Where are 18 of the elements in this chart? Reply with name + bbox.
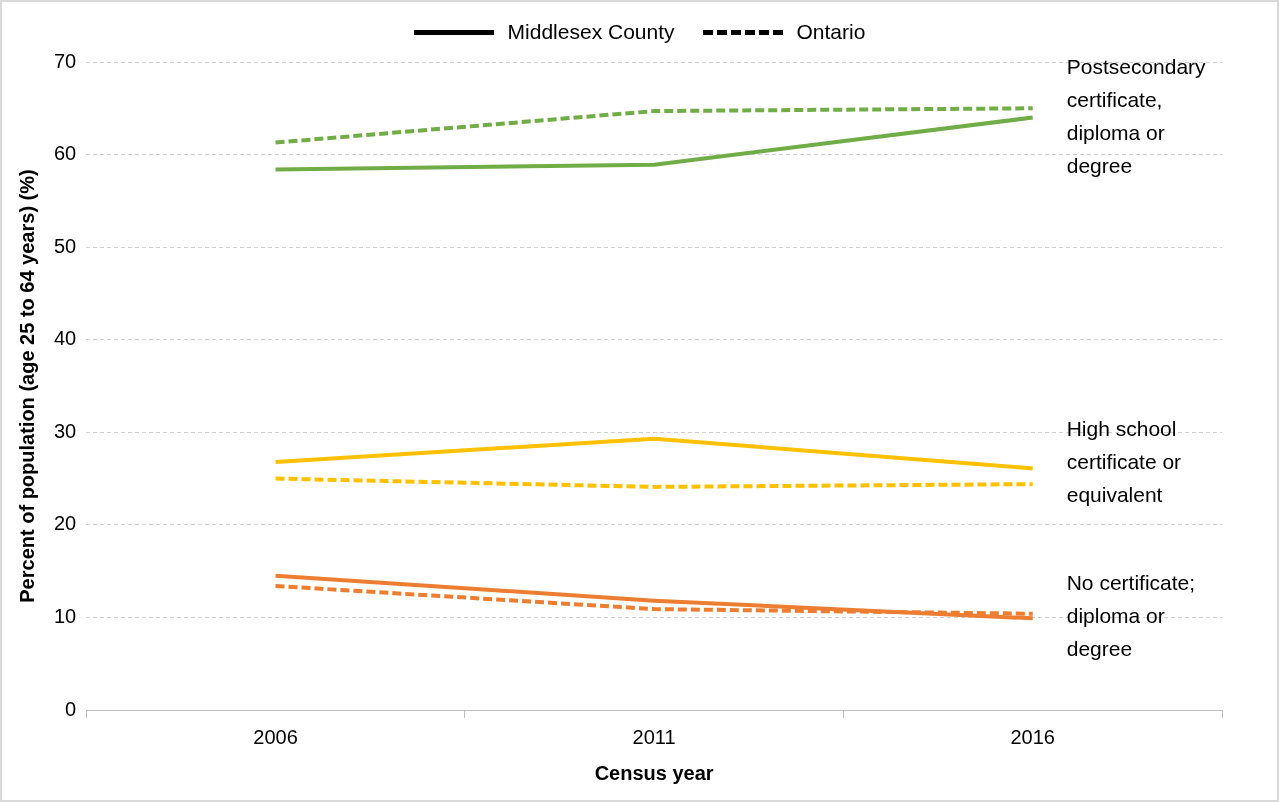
y-tick-label: 40 bbox=[54, 327, 77, 350]
text: Middlesex County bbox=[507, 20, 675, 44]
y-tick-label: 60 bbox=[54, 142, 77, 165]
x-tick-label: 2006 bbox=[253, 725, 298, 748]
annotation: No certificate; diploma or degree bbox=[1066, 571, 1196, 661]
y-tick-label: 0 bbox=[65, 697, 77, 720]
y-axis-title: Percent of population (age 25 to 64 years) (%) bbox=[15, 169, 38, 603]
y-tick-label: 30 bbox=[54, 419, 77, 442]
text: Ontario bbox=[796, 20, 866, 44]
x-axis-title: Census year bbox=[594, 761, 714, 784]
y-tick-label: 50 bbox=[54, 234, 77, 257]
x-tick-label: 2011 bbox=[632, 725, 676, 748]
x-tick-label: 2016 bbox=[1010, 725, 1055, 748]
y-tick-label: 20 bbox=[54, 512, 77, 535]
annotation: High school certificate or equivalent bbox=[1066, 416, 1182, 506]
y-tick-label: 10 bbox=[54, 604, 77, 627]
y-tick-label: 70 bbox=[54, 49, 77, 72]
annotation: Postsecondary certificate, diploma or degree bbox=[1066, 54, 1207, 177]
